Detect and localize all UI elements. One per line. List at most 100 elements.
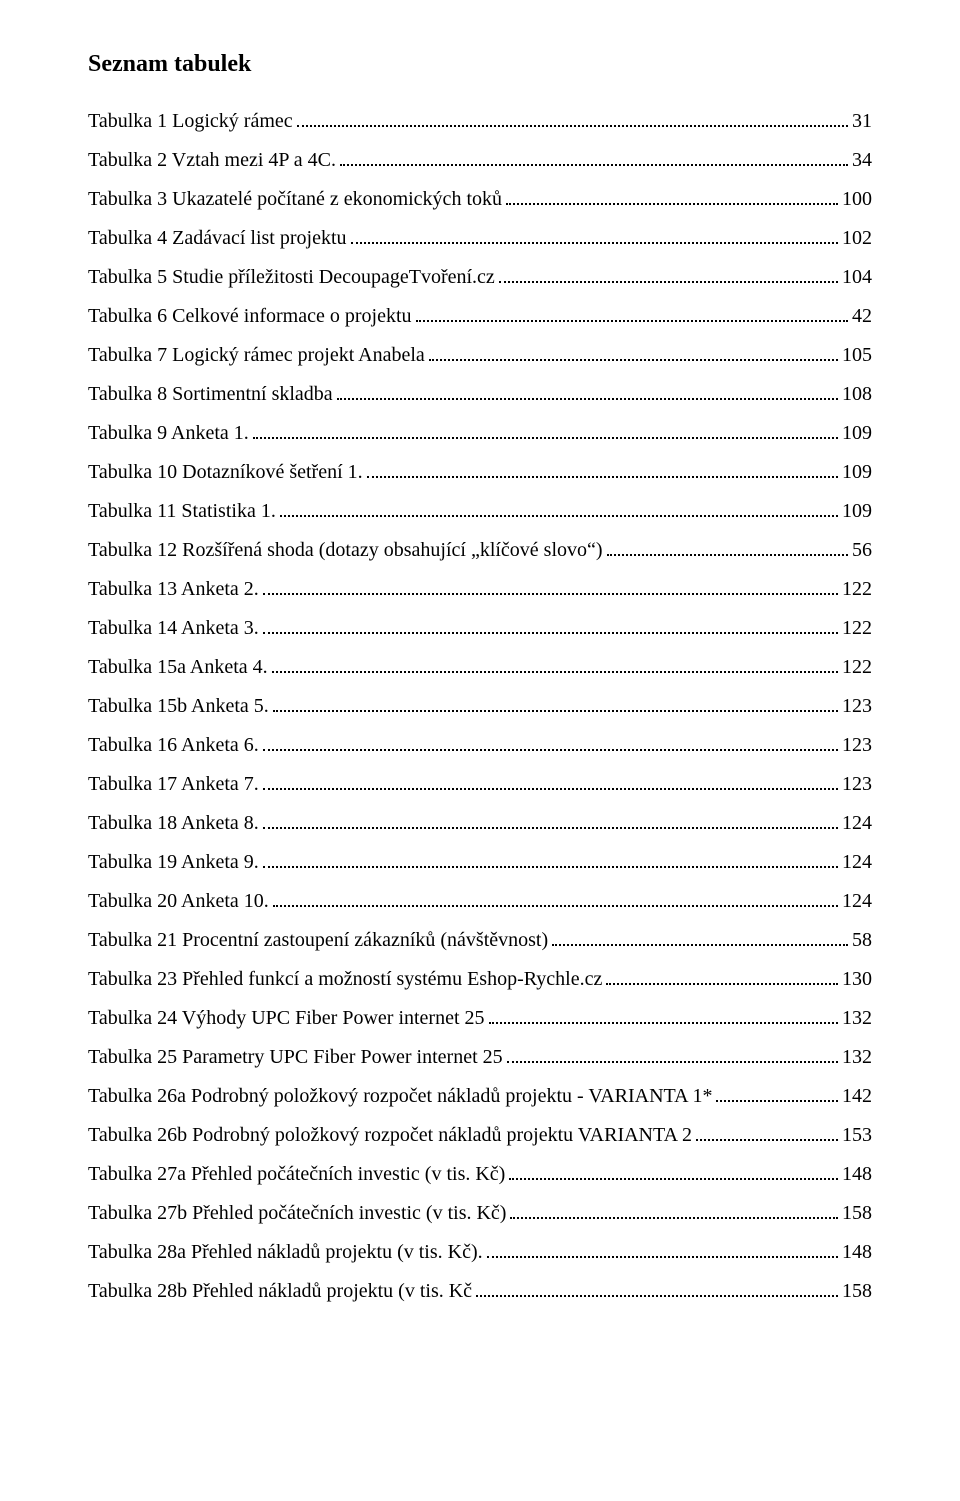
toc-entry: Tabulka 20 Anketa 10. 124 [88, 888, 872, 915]
toc-entry-label: Tabulka 4 Zadávací list projektu [88, 225, 347, 252]
toc-entry-page: 122 [842, 576, 872, 603]
toc-entry-label: Tabulka 28b Přehled nákladů projektu (v … [88, 1278, 472, 1305]
toc-leader-dots [280, 504, 838, 517]
toc-entry-page: 124 [842, 888, 872, 915]
toc-entry-page: 142 [842, 1083, 872, 1110]
toc-leader-dots [489, 1011, 838, 1024]
toc-entry-page: 100 [842, 186, 872, 213]
document-page: Seznam tabulek Tabulka 1 Logický rámec 31… [0, 0, 960, 1377]
toc-entry-label: Tabulka 27a Přehled počátečních investic… [88, 1161, 505, 1188]
toc-entry: Tabulka 1 Logický rámec 31 [88, 108, 872, 135]
toc-leader-dots [263, 816, 838, 829]
toc-entry-label: Tabulka 6 Celkové informace o projektu [88, 303, 412, 330]
toc-entry: Tabulka 14 Anketa 3. 122 [88, 615, 872, 642]
toc-entry-label: Tabulka 21 Procentní zastoupení zákazník… [88, 927, 548, 954]
toc-entry-page: 132 [842, 1044, 872, 1071]
toc-entry: Tabulka 26a Podrobný položkový rozpočet … [88, 1083, 872, 1110]
toc-entry-page: 132 [842, 1005, 872, 1032]
toc-entry-page: 105 [842, 342, 872, 369]
toc-entry: Tabulka 12 Rozšířená shoda (dotazy obsah… [88, 537, 872, 564]
toc-leader-dots [367, 465, 838, 478]
toc-leader-dots [696, 1128, 838, 1141]
toc-entry: Tabulka 7 Logický rámec projekt Anabela 1… [88, 342, 872, 369]
toc-entry-page: 130 [842, 966, 872, 993]
toc-entry: Tabulka 26b Podrobný položkový rozpočet … [88, 1122, 872, 1149]
toc-entry-page: 123 [842, 732, 872, 759]
toc-entry: Tabulka 8 Sortimentní skladba108 [88, 381, 872, 408]
toc-entry-page: 148 [842, 1161, 872, 1188]
toc-entry-label: Tabulka 1 Logický rámec [88, 108, 293, 135]
toc-entry-label: Tabulka 2 Vztah mezi 4P a 4C. [88, 147, 336, 174]
toc-leader-dots [499, 270, 838, 283]
toc-entry-label: Tabulka 27b Přehled počátečních investic… [88, 1200, 506, 1227]
toc-entry-label: Tabulka 11 Statistika 1. [88, 498, 276, 525]
toc-entry-label: Tabulka 14 Anketa 3. [88, 615, 259, 642]
toc-entry-page: 153 [842, 1122, 872, 1149]
toc-leader-dots [416, 309, 849, 322]
toc-leader-dots [263, 855, 838, 868]
toc-leader-dots [506, 192, 838, 205]
toc-entry: Tabulka 10 Dotazníkové šetření 1.109 [88, 459, 872, 486]
toc-entry-page: 123 [842, 771, 872, 798]
toc-entry-page: 58 [852, 927, 872, 954]
toc-entry-label: Tabulka 13 Anketa 2. [88, 576, 259, 603]
toc-leader-dots [429, 348, 838, 361]
toc-entry-label: Tabulka 12 Rozšířená shoda (dotazy obsah… [88, 537, 603, 564]
toc-entry-label: Tabulka 5 Studie příležitosti DecoupageT… [88, 264, 495, 291]
toc-entry: Tabulka 2 Vztah mezi 4P a 4C. 34 [88, 147, 872, 174]
toc-entry-label: Tabulka 23 Přehled funkcí a možností sys… [88, 966, 602, 993]
toc-entry: Tabulka 19 Anketa 9.124 [88, 849, 872, 876]
toc-entry-label: Tabulka 15a Anketa 4. [88, 654, 268, 681]
toc-leader-dots [253, 426, 838, 439]
toc-leader-dots [507, 1050, 838, 1063]
toc-entry: Tabulka 13 Anketa 2. 122 [88, 576, 872, 603]
toc-entry-page: 104 [842, 264, 872, 291]
toc-entry-label: Tabulka 8 Sortimentní skladba [88, 381, 333, 408]
toc-entry-label: Tabulka 18 Anketa 8. [88, 810, 259, 837]
toc-leader-dots [273, 699, 838, 712]
toc-leader-dots [337, 387, 838, 400]
toc-entry: Tabulka 24 Výhody UPC Fiber Power intern… [88, 1005, 872, 1032]
toc-entry: Tabulka 6 Celkové informace o projektu 42 [88, 303, 872, 330]
toc-entry: Tabulka 25 Parametry UPC Fiber Power int… [88, 1044, 872, 1071]
toc-entry-label: Tabulka 26b Podrobný položkový rozpočet … [88, 1122, 692, 1149]
toc-leader-dots [607, 543, 848, 556]
toc-entry: Tabulka 4 Zadávací list projektu102 [88, 225, 872, 252]
toc-entry-page: 56 [852, 537, 872, 564]
toc-entry-label: Tabulka 16 Anketa 6. [88, 732, 259, 759]
toc-entry-label: Tabulka 3 Ukazatelé počítané z ekonomick… [88, 186, 502, 213]
toc-entry-page: 123 [842, 693, 872, 720]
table-of-contents: Tabulka 1 Logický rámec 31 Tabulka 2 Vztah… [88, 108, 872, 1305]
toc-entry-page: 122 [842, 654, 872, 681]
toc-entry: Tabulka 17 Anketa 7.123 [88, 771, 872, 798]
toc-entry-label: Tabulka 7 Logický rámec projekt Anabela [88, 342, 425, 369]
toc-entry: Tabulka 27a Přehled počátečních investic… [88, 1161, 872, 1188]
toc-entry-label: Tabulka 9 Anketa 1. [88, 420, 249, 447]
toc-leader-dots [509, 1167, 838, 1180]
toc-leader-dots [263, 738, 838, 751]
toc-leader-dots [476, 1284, 838, 1297]
toc-entry-page: 109 [842, 459, 872, 486]
toc-leader-dots [487, 1245, 838, 1258]
toc-entry-page: 158 [842, 1200, 872, 1227]
toc-entry-label: Tabulka 19 Anketa 9. [88, 849, 259, 876]
toc-entry: Tabulka 11 Statistika 1.109 [88, 498, 872, 525]
toc-entry: Tabulka 28b Přehled nákladů projektu (v … [88, 1278, 872, 1305]
toc-entry-label: Tabulka 20 Anketa 10. [88, 888, 269, 915]
toc-entry: Tabulka 16 Anketa 6. 123 [88, 732, 872, 759]
toc-leader-dots [272, 660, 838, 673]
toc-entry-page: 122 [842, 615, 872, 642]
toc-entry: Tabulka 5 Studie příležitosti DecoupageT… [88, 264, 872, 291]
toc-entry-label: Tabulka 15b Anketa 5. [88, 693, 269, 720]
toc-entry-page: 34 [852, 147, 872, 174]
toc-entry-page: 31 [852, 108, 872, 135]
page-title: Seznam tabulek [88, 48, 872, 80]
toc-leader-dots [263, 582, 838, 595]
toc-leader-dots [606, 972, 838, 985]
toc-entry-page: 158 [842, 1278, 872, 1305]
toc-entry-page: 42 [852, 303, 872, 330]
toc-leader-dots [273, 894, 838, 907]
toc-entry: Tabulka 23 Přehled funkcí a možností sys… [88, 966, 872, 993]
toc-entry-label: Tabulka 24 Výhody UPC Fiber Power intern… [88, 1005, 485, 1032]
toc-entry: Tabulka 18 Anketa 8.124 [88, 810, 872, 837]
